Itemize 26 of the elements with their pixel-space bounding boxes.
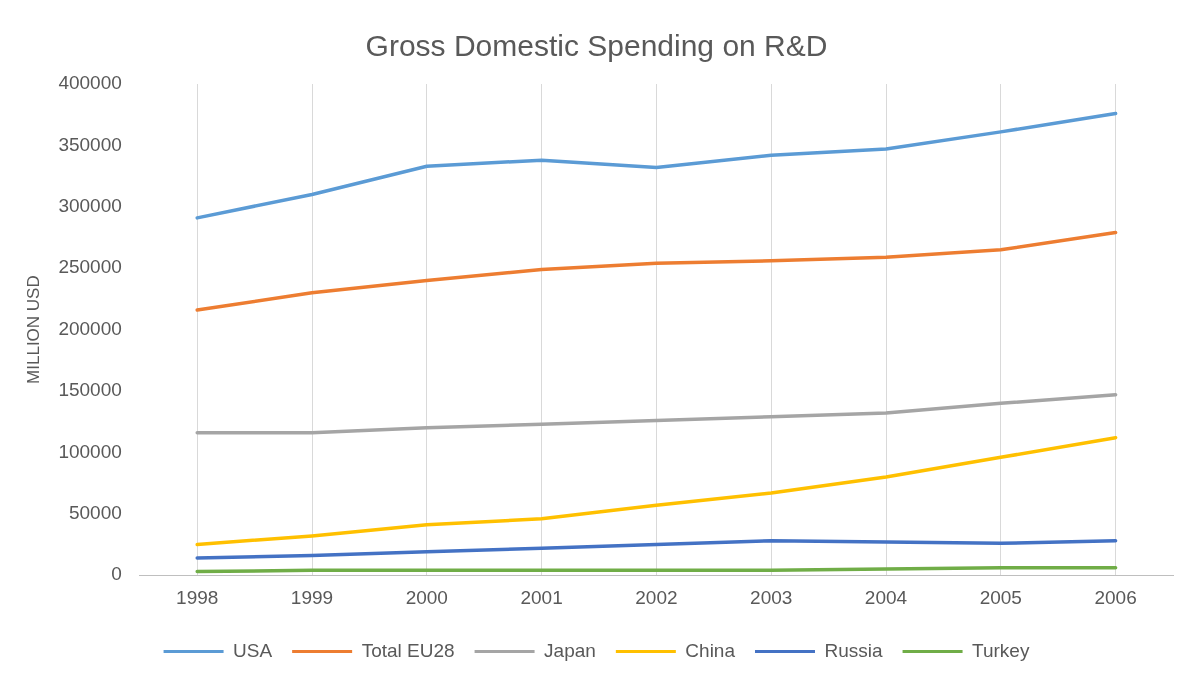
y-tick-label: 150000 (58, 379, 122, 401)
legend-label: China (685, 639, 736, 661)
legend-label: Turkey (972, 639, 1030, 661)
x-tick-label: 2000 (405, 586, 448, 608)
legend-label: Russia (824, 639, 883, 661)
x-tick-label: 2004 (864, 586, 908, 608)
y-tick-label: 100000 (58, 440, 122, 462)
y-axis-title: MILLION USD (23, 275, 43, 384)
legend-label: Japan (544, 639, 596, 661)
legend-label: Total EU28 (361, 639, 455, 661)
x-tick-label: 1999 (290, 586, 334, 608)
y-tick-label: 0 (111, 563, 122, 585)
y-tick-label: 400000 (58, 72, 122, 94)
y-tick-label: 250000 (58, 256, 122, 278)
x-tick-label: 2003 (750, 586, 793, 608)
x-tick-label: 2001 (520, 586, 563, 608)
y-tick-label: 50000 (68, 502, 122, 524)
x-tick-label: 2006 (1094, 586, 1137, 608)
chart-title: Gross Domestic Spending on R&D (365, 29, 828, 63)
y-tick-label: 200000 (58, 317, 122, 339)
x-tick-label: 2002 (635, 586, 678, 608)
legend-label: USA (233, 639, 273, 661)
y-tick-label: 300000 (58, 195, 122, 217)
y-tick-label: 350000 (58, 133, 122, 155)
x-tick-label: 1998 (176, 586, 219, 608)
x-tick-label: 2005 (979, 586, 1022, 608)
